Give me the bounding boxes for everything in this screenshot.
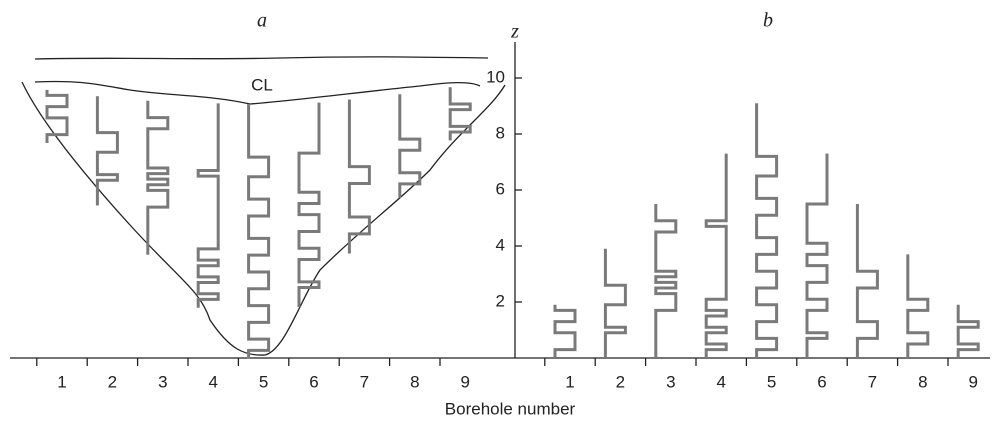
borehole-trace (247, 103, 271, 359)
borehole-trace (398, 94, 422, 198)
x-tick-label: 6 (309, 372, 318, 391)
x-tick-label: 2 (108, 372, 117, 391)
panel-label: b (763, 10, 773, 32)
y-axis-label: z (510, 21, 519, 43)
x-tick-label: 7 (868, 372, 877, 391)
x-tick-label: 3 (666, 372, 675, 391)
valley-profile (21, 81, 506, 356)
x-tick-label: 5 (767, 372, 776, 391)
x-tick-label: 4 (716, 372, 725, 391)
x-tick-label: 8 (410, 372, 419, 391)
borehole-trace (956, 304, 980, 358)
y-tick-label: 4 (496, 235, 505, 254)
y-tick-label: 10 (486, 67, 505, 86)
x-tick-label: 7 (360, 372, 369, 391)
borehole-trace (654, 204, 678, 358)
y-tick-label: 6 (496, 179, 505, 198)
borehole-trace (553, 304, 577, 358)
x-tick-label: 8 (918, 372, 927, 391)
borehole-trace (347, 99, 371, 254)
borehole-trace (855, 204, 879, 358)
borehole-trace (755, 103, 779, 358)
x-tick-label: 2 (616, 372, 625, 391)
top-surface (34, 56, 489, 60)
x-tick-label: 5 (259, 372, 268, 391)
borehole-trace (448, 87, 472, 141)
surface-label: CL (251, 75, 273, 94)
x-axis-label: Borehole number (445, 399, 576, 418)
y-tick-label: 2 (496, 291, 505, 310)
borehole-trace (805, 153, 829, 358)
borehole-trace (704, 153, 728, 358)
borehole-trace (196, 103, 220, 308)
y-tick-label: 8 (496, 123, 505, 142)
borehole-trace (45, 89, 69, 144)
x-tick-label: 1 (57, 372, 66, 391)
borehole-trace (146, 100, 170, 255)
borehole-trace (603, 248, 627, 358)
x-tick-label: 6 (817, 372, 826, 391)
borehole-trace (906, 254, 930, 358)
x-tick-label: 9 (968, 372, 977, 391)
panel-label: a (257, 10, 267, 32)
borehole-trace (95, 96, 119, 206)
x-tick-label: 4 (208, 372, 217, 391)
x-tick-label: 9 (460, 372, 469, 391)
borehole-trace (297, 102, 321, 308)
x-tick-label: 1 (565, 372, 574, 391)
x-tick-label: 3 (158, 372, 167, 391)
